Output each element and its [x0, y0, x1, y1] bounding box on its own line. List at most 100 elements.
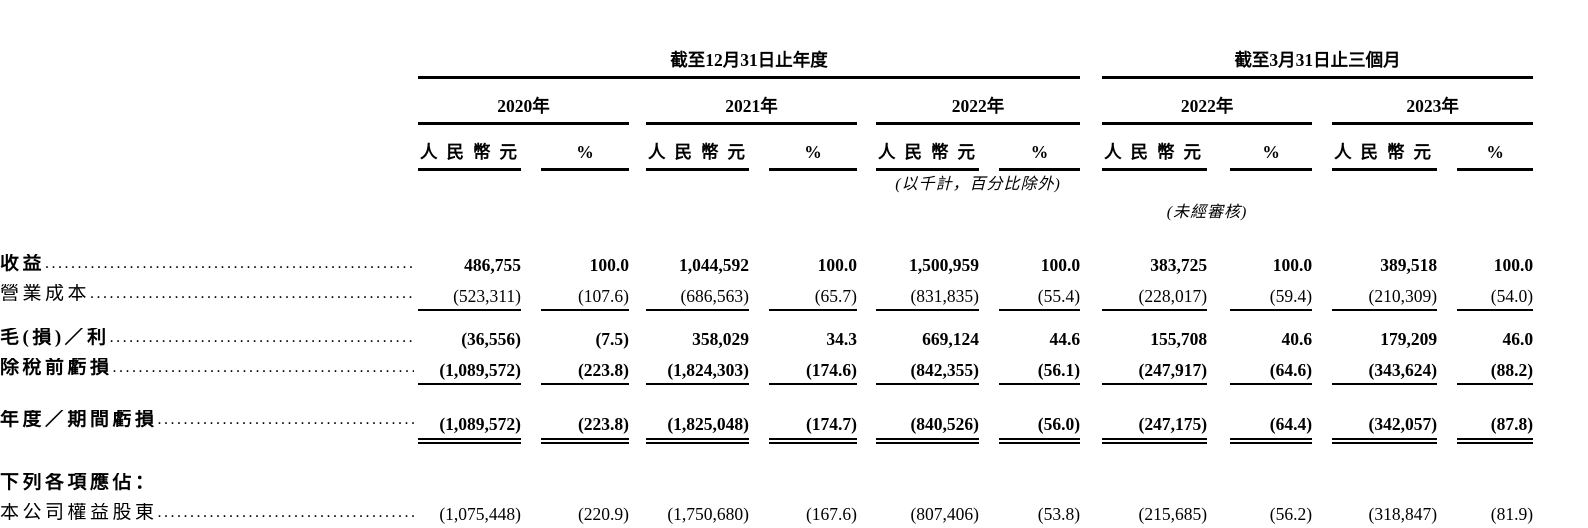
cell-value: (831,835): [876, 275, 979, 311]
spacer-cell: [629, 494, 646, 524]
dot-leader: [45, 255, 414, 273]
spacer-cell: [979, 319, 999, 349]
cell-percent: (64.4): [1230, 397, 1313, 444]
spacer-cell: [857, 494, 876, 524]
col-header-rmb: 人民幣元: [876, 123, 979, 171]
spacer-cell: [1207, 275, 1230, 310]
spacer-cell: [1437, 524, 1457, 528]
financial-table: 截至12月31日止年度 截至3月31日止三個月 2020年 2021年 2022…: [0, 28, 1588, 528]
table-row-gross-profit: 毛(損)／利 (36,556) (7.5) 358,029 34.3 669,1…: [0, 319, 1588, 349]
cell-value: (215,685): [1138, 503, 1208, 524]
spacer-cell: [749, 494, 769, 524]
spacer-cell: [857, 245, 876, 275]
unaudited-note-row: (未經審核): [0, 199, 1588, 227]
spacer-cell: [0, 441, 1588, 464]
spacer-cell: [749, 245, 769, 275]
spacer-cell: [1080, 319, 1102, 349]
spacer-cell: [1533, 494, 1588, 524]
cell-value: (210,309): [1332, 275, 1438, 311]
col-header-percent: %: [999, 123, 1081, 171]
annual-section-title: 截至12月31日止年度: [418, 28, 1081, 79]
spacer-cell: [0, 28, 418, 78]
cell-value: (247,917): [1102, 349, 1208, 385]
table-row-loss-before-tax: 除稅前虧損 (1,089,572) (223.8) (1,824,303) (1…: [0, 349, 1588, 385]
table-row-loss-for-period: 年度／期間虧損 (1,089,572) (223.8) (1,825,048) …: [0, 397, 1588, 444]
cell-percent: (167.6): [805, 503, 857, 524]
spacer-cell: [521, 494, 541, 524]
spacer-cell: [521, 319, 541, 349]
spacer-cell: [857, 78, 876, 124]
cell-percent: 46.0: [1502, 328, 1534, 349]
spacer-cell: [0, 170, 876, 200]
spacer-cell: [1080, 245, 1102, 275]
spacer-cell: [1437, 349, 1457, 384]
spacer-cell: [1312, 494, 1332, 524]
cell-percent: (88.2): [1457, 349, 1534, 385]
spacer-cell: [0, 227, 1588, 245]
spacer-cell: [1312, 78, 1332, 124]
spacer-cell: [0, 384, 1588, 397]
spacer-cell: [0, 78, 418, 124]
cell-percent: 40.6: [1281, 328, 1313, 349]
cell-percent: 100.0: [1040, 254, 1081, 275]
cell-percent: 44.6: [1049, 328, 1081, 349]
spacer-cell: [979, 275, 999, 310]
cell-percent: (54.0): [1457, 275, 1534, 311]
col-header-percent: %: [769, 123, 857, 171]
spacer-cell: [521, 245, 541, 275]
cell-value: (247,175): [1102, 397, 1208, 444]
cell-value: 383,725: [1150, 254, 1208, 275]
spacer-cell: [1312, 199, 1588, 227]
cell-percent: (56.1): [999, 349, 1081, 385]
spacer-cell: [521, 275, 541, 310]
spacer-cell: [749, 349, 769, 384]
cell-percent: (6.0): [1457, 524, 1533, 528]
spacer-cell: [1312, 124, 1332, 170]
row-label: 除稅前虧損: [0, 358, 113, 379]
col-header-percent: %: [541, 123, 629, 171]
spacer-cell: [1080, 124, 1102, 170]
col-header-percent: %: [1230, 123, 1313, 171]
spacer-cell: [629, 124, 646, 170]
spacer-cell: [749, 275, 769, 310]
cell-value: (36,556): [461, 328, 521, 349]
col-header-percent: %: [1457, 123, 1534, 171]
cell-percent: (7.5): [595, 328, 629, 349]
year-2022-q1: 2022年: [1102, 77, 1313, 125]
spacer-cell: [1207, 124, 1230, 170]
cell-value: (31,490): [1102, 524, 1207, 528]
table-row-attributable-header: 下列各項應佔：: [0, 464, 1588, 494]
cell-percent: 34.3: [826, 328, 857, 349]
cell-percent: (8.2): [1230, 524, 1312, 528]
year-2023-q1: 2023年: [1332, 77, 1534, 125]
cell-value: (842,355): [876, 349, 979, 385]
cell-percent: (2.9): [541, 524, 629, 528]
cell-value: (523,311): [418, 275, 521, 311]
spacer-cell: [1437, 319, 1457, 349]
spacer-cell: [629, 397, 646, 441]
cell-percent: (53.8): [1037, 503, 1081, 524]
spacer-cell: [1080, 275, 1102, 310]
cell-percent: (223.8): [541, 397, 629, 444]
row-label-cell: 毛(損)／利: [0, 319, 418, 349]
spacer-cell: [1080, 170, 1588, 200]
spacer-cell: [0, 310, 1588, 319]
spacer-cell: [979, 524, 999, 528]
cell-value: 1,044,592: [679, 254, 749, 275]
cell-percent: (7.1): [769, 524, 857, 528]
cell-value: (74,368): [646, 524, 749, 528]
row-label: 年度／期間虧損: [0, 410, 158, 431]
cell-percent: (81.9): [1490, 503, 1534, 524]
spacer-cell: [1312, 275, 1332, 310]
dot-leader: [158, 411, 414, 429]
spacer-cell: [1533, 245, 1588, 275]
spacer-cell: [629, 275, 646, 310]
cell-value: (1,824,303): [646, 349, 749, 385]
column-header-row: 人民幣元 % 人民幣元 % 人民幣元 % 人民幣元 % 人民幣元 %: [0, 123, 1588, 171]
spacer-cell: [1533, 319, 1588, 349]
spacer-cell: [979, 397, 999, 441]
spacer-cell: [1312, 524, 1332, 528]
table-row-revenue: 收益 486,755 100.0 1,044,592 100.0 1,500,9…: [0, 245, 1588, 275]
col-header-rmb: 人民幣元: [646, 123, 749, 171]
